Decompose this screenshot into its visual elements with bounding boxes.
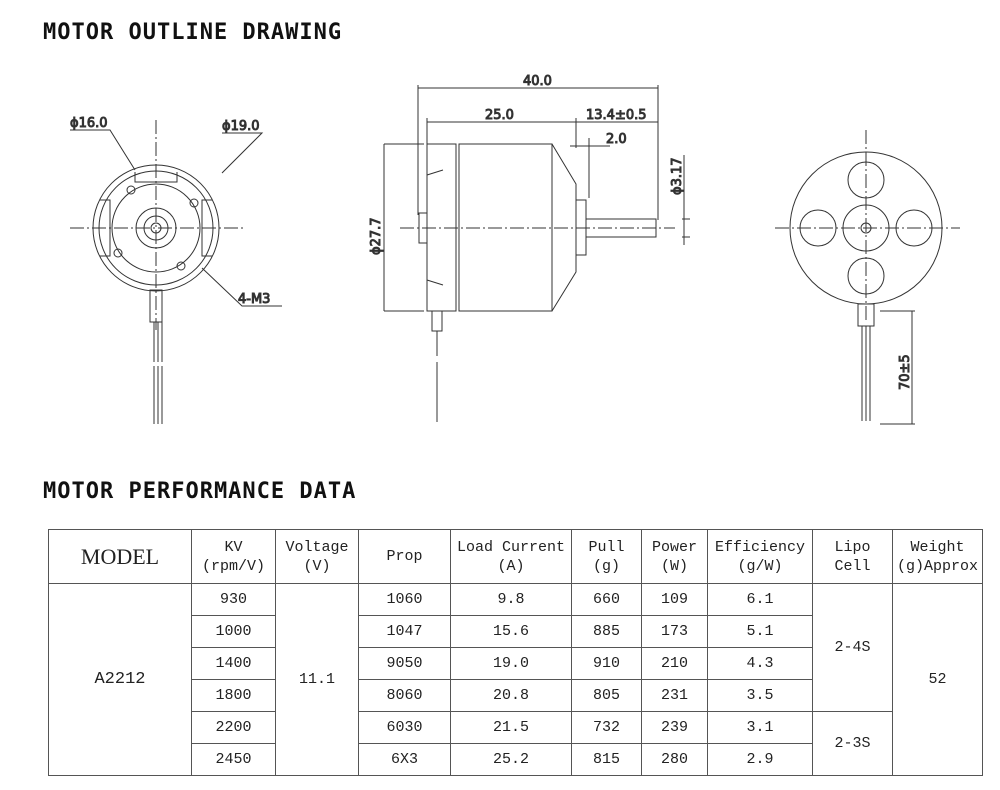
dim-diameter: ϕ27.7 — [369, 217, 384, 255]
cell-current: 25.2 — [450, 743, 572, 776]
header-current: Load Current (A) — [450, 529, 572, 584]
table-row: A2212 930 11.1 1060 9.8 660 109 6.1 2-4S… — [48, 583, 983, 776]
performance-title: MOTOR PERFORMANCE DATA — [43, 479, 357, 504]
dim-length: 40.0 — [523, 74, 552, 89]
cell-kv: 2200 — [191, 711, 276, 744]
header-weight: Weight (g)Approx — [892, 529, 983, 584]
cell-current: 21.5 — [450, 711, 572, 744]
cell-current: 15.6 — [450, 615, 572, 648]
cell-prop: 6030 — [358, 711, 451, 744]
cell-kv: 2450 — [191, 743, 276, 776]
dim-lead-length: 70±5 — [898, 354, 913, 390]
front-diameter-2: ϕ19.0 — [222, 119, 260, 134]
table-row: 2200 6030 21.5 732 239 3.1 2-3S — [49, 711, 983, 776]
cell-power: 109 — [641, 583, 708, 616]
dim-boss: 2.0 — [606, 132, 627, 147]
cell-kv: 1400 — [191, 647, 276, 680]
rear-view: 70±5 — [775, 130, 960, 425]
header-prop: Prop — [358, 529, 451, 584]
side-view: 40.0 25.0 13.4±0.5 2.0 ϕ27.7 ϕ3.17 — [369, 74, 690, 422]
cell-current: 9.8 — [450, 583, 572, 616]
cell-kv: 1000 — [191, 615, 276, 648]
cell-power: 239 — [641, 711, 708, 744]
cell-weight: 52 — [892, 583, 983, 776]
cell-pull: 660 — [571, 583, 642, 616]
header-efficiency: Efficiency (g/W) — [707, 529, 813, 584]
table-row: 2450 6X3 25.2 815 280 2.9 — [49, 743, 983, 776]
cell-prop: 8060 — [358, 679, 451, 712]
cell-efficiency: 5.1 — [707, 615, 813, 648]
outline-drawing: ϕ16.0 ϕ19.0 4-M3 40.0 25.0 13.4±0.5 2.0 … — [70, 74, 960, 425]
cell-prop: 6X3 — [358, 743, 451, 776]
cell-prop: 1060 — [358, 583, 451, 616]
cell-voltage: 11.1 — [275, 583, 359, 776]
cell-prop: 9050 — [358, 647, 451, 680]
cell-lipo: 2-4S — [812, 583, 893, 712]
header-kv: KV (rpm/V) — [191, 529, 276, 584]
cell-efficiency: 4.3 — [707, 647, 813, 680]
cell-power: 173 — [641, 615, 708, 648]
cell-pull: 910 — [571, 647, 642, 680]
cell-kv: 930 — [191, 583, 276, 616]
table-row: 1800 8060 20.8 805 231 3.5 — [49, 679, 983, 712]
cell-efficiency: 3.5 — [707, 679, 813, 712]
table-row: 1400 9050 19.0 910 210 4.3 — [49, 647, 983, 680]
dim-shaft: 13.4±0.5 — [586, 108, 647, 123]
cell-pull: 805 — [571, 679, 642, 712]
dim-body: 25.0 — [485, 108, 514, 123]
front-diameter-1: ϕ16.0 — [70, 116, 108, 131]
performance-table: MODEL KV (rpm/V) Voltage (V) Prop Load Cur… — [48, 529, 983, 776]
header-power: Power (W) — [641, 529, 708, 584]
outline-title: MOTOR OUTLINE DRAWING — [43, 20, 343, 45]
cell-power: 231 — [641, 679, 708, 712]
cell-current: 19.0 — [450, 647, 572, 680]
cell-power: 280 — [641, 743, 708, 776]
header-lipo: Lipo Cell — [812, 529, 893, 584]
table-header: MODEL KV (rpm/V) Voltage (V) Prop Load Cur… — [48, 529, 983, 584]
cell-pull: 885 — [571, 615, 642, 648]
cell-kv: 1800 — [191, 679, 276, 712]
dim-shaft-diameter: ϕ3.17 — [670, 157, 685, 195]
table-row: 1000 1047 15.6 885 173 5.1 — [49, 615, 983, 648]
header-voltage: Voltage (V) — [275, 529, 359, 584]
header-model: MODEL — [48, 529, 192, 584]
front-mount-holes: 4-M3 — [238, 292, 270, 307]
cell-efficiency: 2.9 — [707, 743, 813, 776]
front-view: ϕ16.0 ϕ19.0 4-M3 — [70, 116, 282, 424]
cell-pull: 815 — [571, 743, 642, 776]
cell-pull: 732 — [571, 711, 642, 744]
cell-prop: 1047 — [358, 615, 451, 648]
cell-current: 20.8 — [450, 679, 572, 712]
cell-power: 210 — [641, 647, 708, 680]
cell-efficiency: 3.1 — [707, 711, 813, 744]
cell-efficiency: 6.1 — [707, 583, 813, 616]
cell-model: A2212 — [48, 583, 192, 776]
cell-lipo: 2-3S — [812, 711, 893, 776]
header-pull: Pull (g) — [571, 529, 642, 584]
